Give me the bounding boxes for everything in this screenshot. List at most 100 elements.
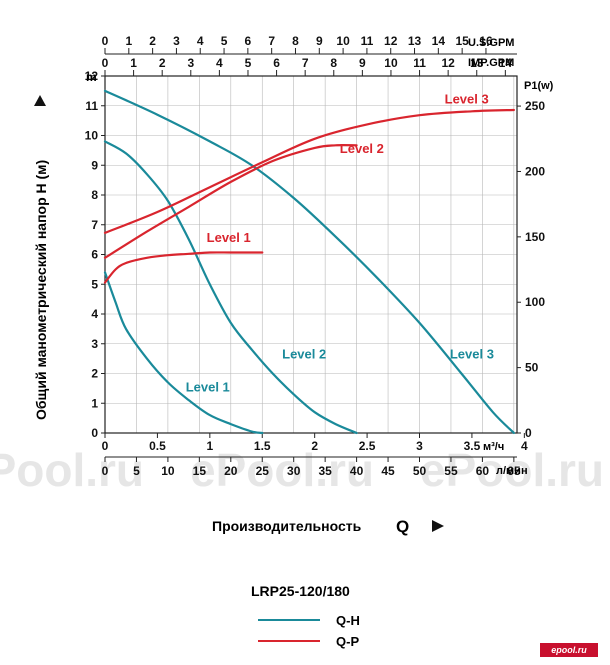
m3h-tick-label: 0.5	[149, 439, 166, 453]
power-axis-label: P1(w)	[524, 80, 554, 92]
y-axis-title: Общий манометрический напор Н (м)	[33, 160, 49, 420]
impgpm-tick-label: 12	[441, 56, 455, 70]
level-label: Level 2	[340, 141, 384, 156]
head-tick-label: 4	[91, 307, 98, 321]
head-tick-label: 0	[91, 426, 98, 440]
lmin-tick-label: 20	[224, 464, 238, 478]
qp-curve-level-2	[103, 144, 358, 259]
impgpm-tick-label: 7	[302, 56, 309, 70]
impgpm-tick-label: 11	[413, 56, 426, 70]
y-axis-arrow-icon	[34, 95, 46, 106]
head-tick-label: 11	[85, 99, 98, 113]
m3h-tick-label: 2.5	[359, 439, 376, 453]
head-tick-label: 9	[91, 158, 98, 172]
qh-curve-level-2	[103, 140, 358, 435]
m3h-tick-label: 3.5	[464, 439, 481, 453]
level-label: Level 2	[282, 347, 326, 362]
lmin-tick-label: 60	[476, 464, 490, 478]
impgpm-tick-label: 6	[273, 56, 280, 70]
lmin-tick-label: 35	[318, 464, 332, 478]
lmin-tick-label: 55	[444, 464, 458, 478]
usgpm-tick-label: 16	[479, 34, 493, 48]
m3h-unit-label: м³/ч	[483, 441, 504, 453]
usgpm-tick-label: 0	[102, 34, 109, 48]
level-label: Level 3	[450, 347, 494, 362]
m3h-tick-label: 2	[311, 439, 318, 453]
head-tick-label: 8	[91, 188, 98, 202]
m3h-tick-label: 1.5	[254, 439, 271, 453]
usgpm-tick-label: 9	[316, 34, 323, 48]
head-tick-label: 1	[91, 396, 98, 410]
power-axis: 0 50 100 150 200 250	[517, 99, 545, 440]
usgpm-tick-label: 10	[336, 34, 350, 48]
watermark-layer: ePool.ru ePool.ru ePool.ru	[0, 444, 604, 496]
head-unit-label: m	[86, 70, 97, 84]
lmin-tick-label: 15	[193, 464, 207, 478]
impgpm-tick-label: 0	[102, 56, 109, 70]
usgpm-tick-label: 12	[384, 34, 398, 48]
level-label: Level 1	[186, 379, 230, 394]
m3h-tick-label: 1	[206, 439, 213, 453]
brand-badge: epool.ru	[540, 643, 598, 657]
watermark-text: ePool.ru	[190, 444, 374, 496]
series-layer	[103, 89, 515, 435]
watermark-text: ePool.ru	[0, 444, 144, 496]
power-tick-label: 0	[525, 426, 532, 440]
top-usgpm-label: U.S.GPM	[468, 37, 514, 49]
level-label: Level 1	[207, 230, 251, 245]
impgpm-tick-label: 5	[245, 56, 252, 70]
power-tick-label: 100	[525, 295, 545, 309]
head-tick-label: 5	[91, 277, 98, 291]
head-tick-label: 12	[85, 69, 99, 83]
usgpm-tick-label: 11	[361, 34, 374, 48]
lmin-tick-label: 45	[381, 464, 395, 478]
m3h-tick-label: 4	[521, 439, 528, 453]
legend-title: LRP25-120/180	[251, 583, 350, 599]
usgpm-tick-label: 4	[197, 34, 204, 48]
lmin-tick-label: 40	[350, 464, 364, 478]
lmin-tick-label: 10	[161, 464, 175, 478]
qh-curve-level-3	[103, 89, 515, 435]
flow-axes: 0 0.5 1 1.5 2 2.5 3 3.5 40 5 10 15 20 25 30 35 40 45 50 55 6…	[102, 433, 528, 478]
lmin-tick-label: 25	[256, 464, 270, 478]
impgpm-tick-label: 14	[499, 56, 513, 70]
legend-qp-label: Q-P	[336, 634, 359, 649]
power-tick-label: 250	[525, 99, 545, 113]
m3h-tick-label: 3	[416, 439, 423, 453]
top-axes: 0 1 2 3 4 5 6 7 8 9 10 11 12 13 14 15 160 1 2 3 4 5 6 7 8 9 10 11 12…	[102, 34, 517, 76]
m3h-tick-label: 0	[102, 439, 109, 453]
impgpm-tick-label: 1	[130, 56, 137, 70]
usgpm-tick-label: 2	[149, 34, 156, 48]
lmin-tick-label: 5	[133, 464, 140, 478]
usgpm-tick-label: 8	[292, 34, 299, 48]
impgpm-tick-label: 2	[159, 56, 166, 70]
impgpm-tick-label: 9	[359, 56, 366, 70]
head-tick-label: 2	[91, 367, 98, 381]
lmin-tick-label: 0	[102, 464, 109, 478]
head-tick-label: 7	[91, 218, 98, 232]
impgpm-tick-label: 8	[330, 56, 337, 70]
usgpm-tick-label: 13	[408, 34, 422, 48]
usgpm-tick-label: 3	[173, 34, 180, 48]
legend-qh-label: Q-H	[336, 613, 360, 628]
power-tick-label: 50	[525, 361, 539, 375]
usgpm-tick-label: 14	[432, 34, 446, 48]
top-impgpm-label: IMP.GPM	[468, 57, 514, 69]
usgpm-tick-label: 5	[221, 34, 228, 48]
power-tick-label: 150	[525, 230, 545, 244]
x-axis-title: Производительность	[212, 518, 362, 534]
lmin-tick-label: 65	[507, 464, 521, 478]
qp-curve-level-3	[103, 108, 515, 234]
level-label: Level 3	[445, 91, 489, 106]
power-tick-label: 200	[525, 164, 545, 178]
usgpm-tick-label: 1	[125, 34, 132, 48]
lmin-tick-label: 50	[413, 464, 427, 478]
usgpm-tick-label: 6	[245, 34, 252, 48]
impgpm-tick-label: 4	[216, 56, 223, 70]
lmin-tick-label: 30	[287, 464, 301, 478]
lmin-unit-label: л/мин	[496, 465, 528, 477]
head-tick-label: 3	[91, 337, 98, 351]
watermark-text: ePool.ru	[420, 444, 604, 496]
